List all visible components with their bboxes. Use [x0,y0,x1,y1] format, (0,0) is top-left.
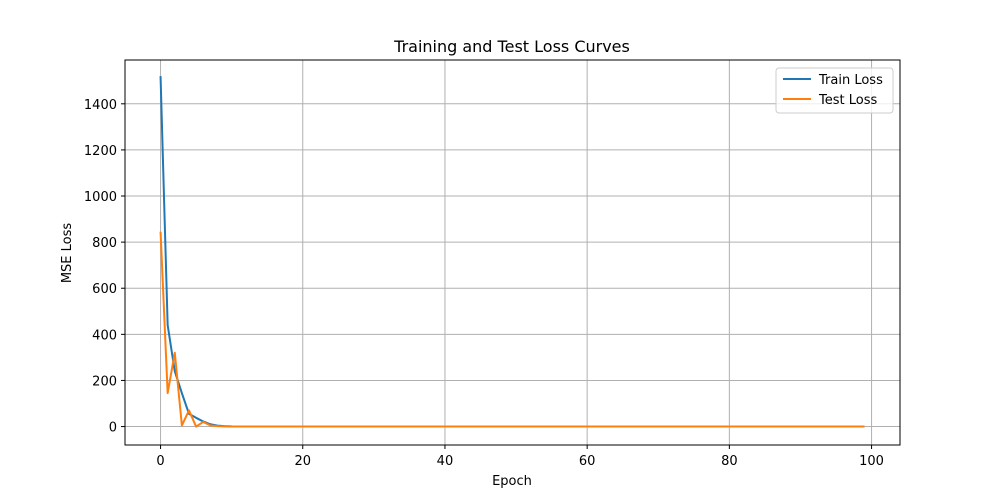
x-axis-label: Epoch [492,474,532,489]
x-tick-label: 100 [859,454,884,469]
y-tick-label: 1200 [84,144,117,159]
y-tick-label: 200 [92,374,117,389]
series-layer [159,76,865,428]
plot-border [124,59,901,446]
legend-label-test: Test Loss [818,93,877,108]
x-tick-label: 20 [294,454,311,469]
y-ticks: 0 200 400 600 800 1000 1200 1400 [84,98,125,436]
y-tick-label: 1000 [84,190,117,205]
grid [125,60,900,445]
y-tick-label: 800 [92,236,117,251]
x-tick-label: 60 [579,454,596,469]
y-axis-label: MSE Loss [60,223,75,284]
plot-frame [125,60,900,445]
y-tick-label: 0 [109,421,117,436]
x-tick-label: 40 [437,454,454,469]
y-tick-label: 600 [92,282,117,297]
series-line-test-loss [159,231,865,428]
legend-label-train: Train Loss [818,73,883,88]
x-ticks: 0 20 40 60 80 100 [156,445,884,469]
y-tick-label: 1400 [84,98,117,113]
x-tick-label: 80 [721,454,738,469]
chart-title: Training and Test Loss Curves [393,37,630,56]
x-tick-label: 0 [156,454,164,469]
y-tick-label: 400 [92,328,117,343]
legend: Train Loss Test Loss [775,67,894,114]
